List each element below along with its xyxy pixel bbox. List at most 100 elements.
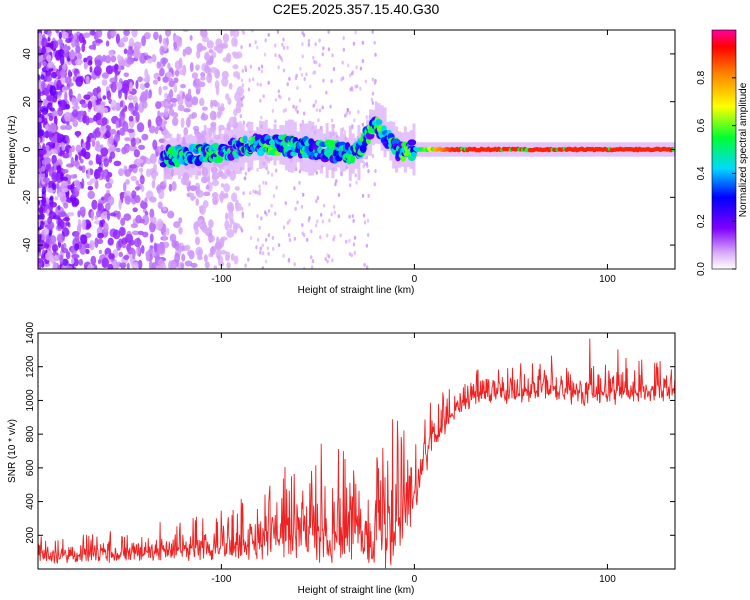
noise-dot bbox=[247, 257, 250, 262]
noise-blob bbox=[65, 221, 70, 227]
noise-blob bbox=[173, 77, 179, 84]
noise-blob bbox=[227, 97, 232, 105]
noise-blob bbox=[101, 79, 108, 86]
noise-dot bbox=[327, 30, 330, 35]
noise-blob bbox=[178, 226, 183, 235]
noise-dot bbox=[267, 32, 270, 37]
noise-dot bbox=[352, 41, 356, 46]
noise-blob bbox=[138, 167, 144, 173]
noise-blob bbox=[87, 190, 95, 200]
noise-blob bbox=[38, 251, 42, 257]
noise-blob bbox=[63, 202, 69, 209]
noise-dot bbox=[259, 98, 262, 103]
noise-dot bbox=[288, 97, 291, 102]
noise-blob bbox=[123, 48, 128, 55]
noise-dot bbox=[251, 30, 254, 33]
noise-blob bbox=[123, 213, 132, 221]
noise-blob bbox=[41, 46, 47, 55]
noise-blob bbox=[133, 149, 140, 158]
noise-dot bbox=[301, 54, 304, 59]
noise-dot bbox=[322, 203, 326, 208]
noise-dot bbox=[288, 218, 291, 223]
noise-dot bbox=[272, 193, 276, 198]
noise-dot bbox=[355, 180, 358, 185]
noise-blob bbox=[60, 76, 66, 85]
noise-blob bbox=[131, 262, 139, 269]
noise-dot bbox=[362, 164, 365, 169]
noise-dot bbox=[256, 237, 260, 242]
noise-dot bbox=[301, 223, 304, 228]
noise-blob bbox=[167, 210, 175, 219]
noise-blob bbox=[189, 192, 195, 197]
noise-blob bbox=[140, 245, 145, 254]
noise-blob bbox=[109, 77, 117, 84]
noise-blob bbox=[45, 150, 53, 156]
noise-blob bbox=[158, 34, 163, 44]
noise-dot bbox=[367, 169, 370, 174]
noise-blob bbox=[117, 54, 122, 61]
noise-blob bbox=[196, 78, 201, 85]
noise-blob bbox=[224, 219, 230, 231]
noise-dot bbox=[318, 63, 321, 68]
noise-blob bbox=[152, 172, 157, 182]
noise-blob bbox=[143, 32, 151, 40]
noise-blob bbox=[38, 199, 41, 206]
noise-blob bbox=[110, 55, 117, 63]
colorbar-tick-label: 0.2 bbox=[696, 214, 707, 228]
noise-blob bbox=[213, 112, 217, 120]
noise-blob bbox=[115, 147, 121, 153]
noise-blob bbox=[95, 140, 100, 147]
noise-dot bbox=[256, 190, 260, 195]
noise-blob bbox=[41, 196, 47, 206]
noise-blob bbox=[97, 92, 102, 99]
noise-blob bbox=[234, 38, 238, 47]
noise-dot bbox=[243, 176, 247, 181]
noise-blob bbox=[208, 235, 215, 243]
noise-dot bbox=[259, 246, 262, 251]
noise-blob bbox=[171, 181, 177, 191]
noise-blob bbox=[61, 31, 69, 39]
noise-blob bbox=[172, 112, 179, 119]
noise-blob bbox=[201, 176, 208, 184]
noise-blob bbox=[205, 60, 213, 66]
noise-dot bbox=[324, 256, 327, 261]
noise-blob bbox=[123, 72, 130, 78]
noise-blob bbox=[87, 100, 93, 110]
noise-blob bbox=[168, 260, 173, 269]
spec-xtick-label: 100 bbox=[599, 274, 616, 285]
noise-blob bbox=[85, 248, 90, 255]
noise-blob bbox=[128, 102, 134, 109]
noise-blob bbox=[200, 76, 206, 81]
noise-dot bbox=[264, 181, 268, 186]
noise-blob bbox=[147, 92, 151, 99]
noise-blob bbox=[101, 257, 109, 269]
noise-dot bbox=[282, 253, 285, 258]
noise-blob bbox=[119, 191, 124, 201]
noise-blob bbox=[74, 102, 79, 108]
track-point bbox=[407, 139, 417, 146]
noise-blob bbox=[126, 57, 135, 65]
spec-ytick-label: -20 bbox=[22, 190, 33, 205]
noise-blob bbox=[124, 195, 132, 205]
spectrogram-panel: -100 0 100 -40 -20 0 20 40 Height of straight l… bbox=[7, 29, 676, 296]
noise-blob bbox=[83, 94, 91, 100]
noise-blob bbox=[173, 221, 181, 228]
snr-xlabel: Height of straight line (km) bbox=[298, 585, 415, 596]
noise-blob bbox=[232, 71, 241, 78]
noise-blob bbox=[85, 75, 90, 85]
noise-dot bbox=[325, 90, 328, 95]
noise-blob bbox=[72, 109, 79, 118]
noise-blob bbox=[182, 30, 189, 33]
noise-dot bbox=[256, 126, 259, 131]
snr-ytick-label: 200 bbox=[25, 527, 36, 544]
noise-blob bbox=[189, 35, 193, 41]
noise-blob bbox=[232, 64, 239, 70]
noise-blob bbox=[234, 91, 242, 102]
noise-blob bbox=[234, 186, 240, 191]
noise-blob bbox=[116, 210, 121, 220]
noise-blob bbox=[120, 217, 126, 226]
noise-blob bbox=[233, 255, 239, 265]
noise-dot bbox=[316, 219, 319, 224]
noise-dot bbox=[295, 73, 298, 78]
noise-blob bbox=[38, 32, 43, 42]
